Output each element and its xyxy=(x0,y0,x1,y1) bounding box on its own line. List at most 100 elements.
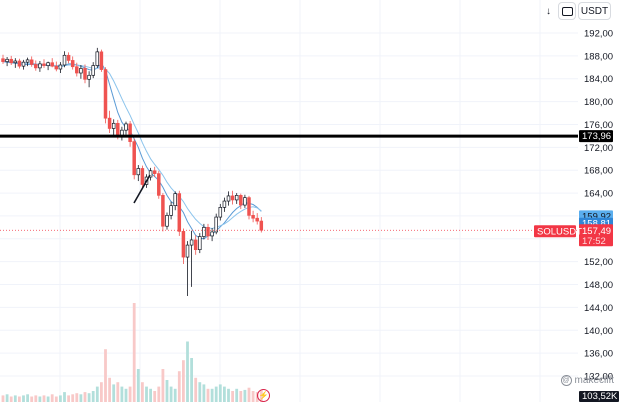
volume-bar xyxy=(132,303,136,402)
price-axis[interactable]: 192,00 188,00 184,00 180,00 176,00 172,00 168,… xyxy=(578,0,622,402)
candle-body xyxy=(255,217,259,222)
volume-bar xyxy=(1,395,5,402)
volume-tag-bg xyxy=(579,391,619,402)
volume-bar xyxy=(79,394,83,402)
volume-bar xyxy=(202,384,206,402)
volume-bar xyxy=(67,395,70,402)
candle-body xyxy=(17,60,22,67)
candle-body xyxy=(132,141,136,176)
candle-body xyxy=(230,195,235,201)
candle-body xyxy=(62,54,67,66)
volume-bar xyxy=(198,382,202,402)
volume-bar xyxy=(59,395,62,402)
candle-body xyxy=(165,215,169,227)
volume-bar xyxy=(71,394,75,402)
symbol-tag: SOLUSDT xyxy=(537,226,582,237)
candle-body xyxy=(111,122,116,129)
price-tick-label: 132,00 xyxy=(584,372,613,383)
volume-bar xyxy=(177,371,181,402)
candle-body xyxy=(124,123,128,131)
volume-bar xyxy=(169,386,173,402)
candle-body xyxy=(120,129,124,136)
volume-bar xyxy=(9,396,13,402)
candle-body xyxy=(58,64,63,70)
volume-bar xyxy=(231,391,234,402)
candle-body xyxy=(95,51,100,66)
volume-bar xyxy=(206,388,210,402)
volume-bar xyxy=(30,396,34,402)
watermark-logo-icon: @ xyxy=(560,375,572,386)
volume-bar xyxy=(124,388,128,402)
volume-bars xyxy=(1,303,263,402)
volume-bar xyxy=(91,391,95,402)
price-tick-label: 136,00 xyxy=(584,349,613,360)
candle-body xyxy=(259,220,264,231)
candle-body xyxy=(116,122,120,136)
candle-body xyxy=(13,60,18,64)
volume-bar xyxy=(251,391,255,402)
candle-body xyxy=(83,68,87,80)
candle-body xyxy=(157,173,161,196)
price-tick-label: 184,00 xyxy=(584,74,613,85)
volume-bar xyxy=(223,386,226,402)
candle-body xyxy=(173,193,177,206)
currency-label: USDT xyxy=(580,5,609,17)
volume-bar xyxy=(50,394,54,402)
volume-bar xyxy=(136,369,140,402)
volume-bar xyxy=(145,386,148,402)
volume-bar xyxy=(141,382,144,402)
level-price-tag-bg xyxy=(579,130,613,143)
candle-body xyxy=(193,239,198,251)
volume-bar xyxy=(235,388,239,402)
last-price-tag-bg-block-bg xyxy=(579,224,613,247)
candle-body xyxy=(239,195,243,206)
candle-body xyxy=(9,58,13,64)
volume-bar xyxy=(153,391,157,402)
volume-bar xyxy=(165,380,169,402)
watermark: @ makeclift xyxy=(560,375,614,386)
volume-bar xyxy=(104,349,107,402)
volume-bar xyxy=(182,360,185,402)
screenshot-icon[interactable] xyxy=(558,2,576,20)
ma-slow-line xyxy=(2,59,262,230)
volume-bar xyxy=(18,396,21,402)
candle-body xyxy=(42,63,46,66)
price-tick-label: 180,00 xyxy=(584,97,613,108)
lightning-icon[interactable]: ⚡ xyxy=(257,389,270,402)
price-tick-label: 192,00 xyxy=(584,29,613,40)
volume-bar xyxy=(149,388,152,402)
ma-lower-tag: 158,81 xyxy=(582,219,611,230)
level-price-tag: 173,96 xyxy=(582,131,611,142)
volume-bar xyxy=(173,388,177,402)
candle-body xyxy=(54,65,59,70)
price-tick-label: 176,00 xyxy=(584,120,613,131)
volume-bar xyxy=(22,395,25,402)
price-axis-bg xyxy=(578,0,622,402)
volume-bar xyxy=(227,388,230,402)
trend-line-drawing[interactable] xyxy=(133,174,151,204)
candle-body xyxy=(107,117,112,129)
candle-body xyxy=(103,69,108,119)
volume-bar xyxy=(190,358,193,402)
candle-body xyxy=(66,54,71,61)
candle-body xyxy=(152,170,157,174)
volume-bar xyxy=(38,396,42,402)
price-tick-label: 188,00 xyxy=(584,51,613,62)
symbol-tag-bg xyxy=(534,225,576,238)
candle-body xyxy=(5,58,9,62)
candle-body xyxy=(189,239,194,246)
currency-selector[interactable]: USDT xyxy=(578,2,611,20)
candle-body xyxy=(181,231,186,258)
candle-body xyxy=(234,195,239,201)
volume-bar xyxy=(161,369,165,402)
arrow-down-icon[interactable]: ↓ xyxy=(541,2,556,20)
candle-body xyxy=(218,207,223,218)
candle-body xyxy=(91,65,95,76)
candle-body xyxy=(87,74,91,80)
volume-bar xyxy=(46,396,50,402)
volume-bar xyxy=(75,393,79,402)
candle-body xyxy=(202,227,206,237)
volume-bar xyxy=(120,386,124,402)
